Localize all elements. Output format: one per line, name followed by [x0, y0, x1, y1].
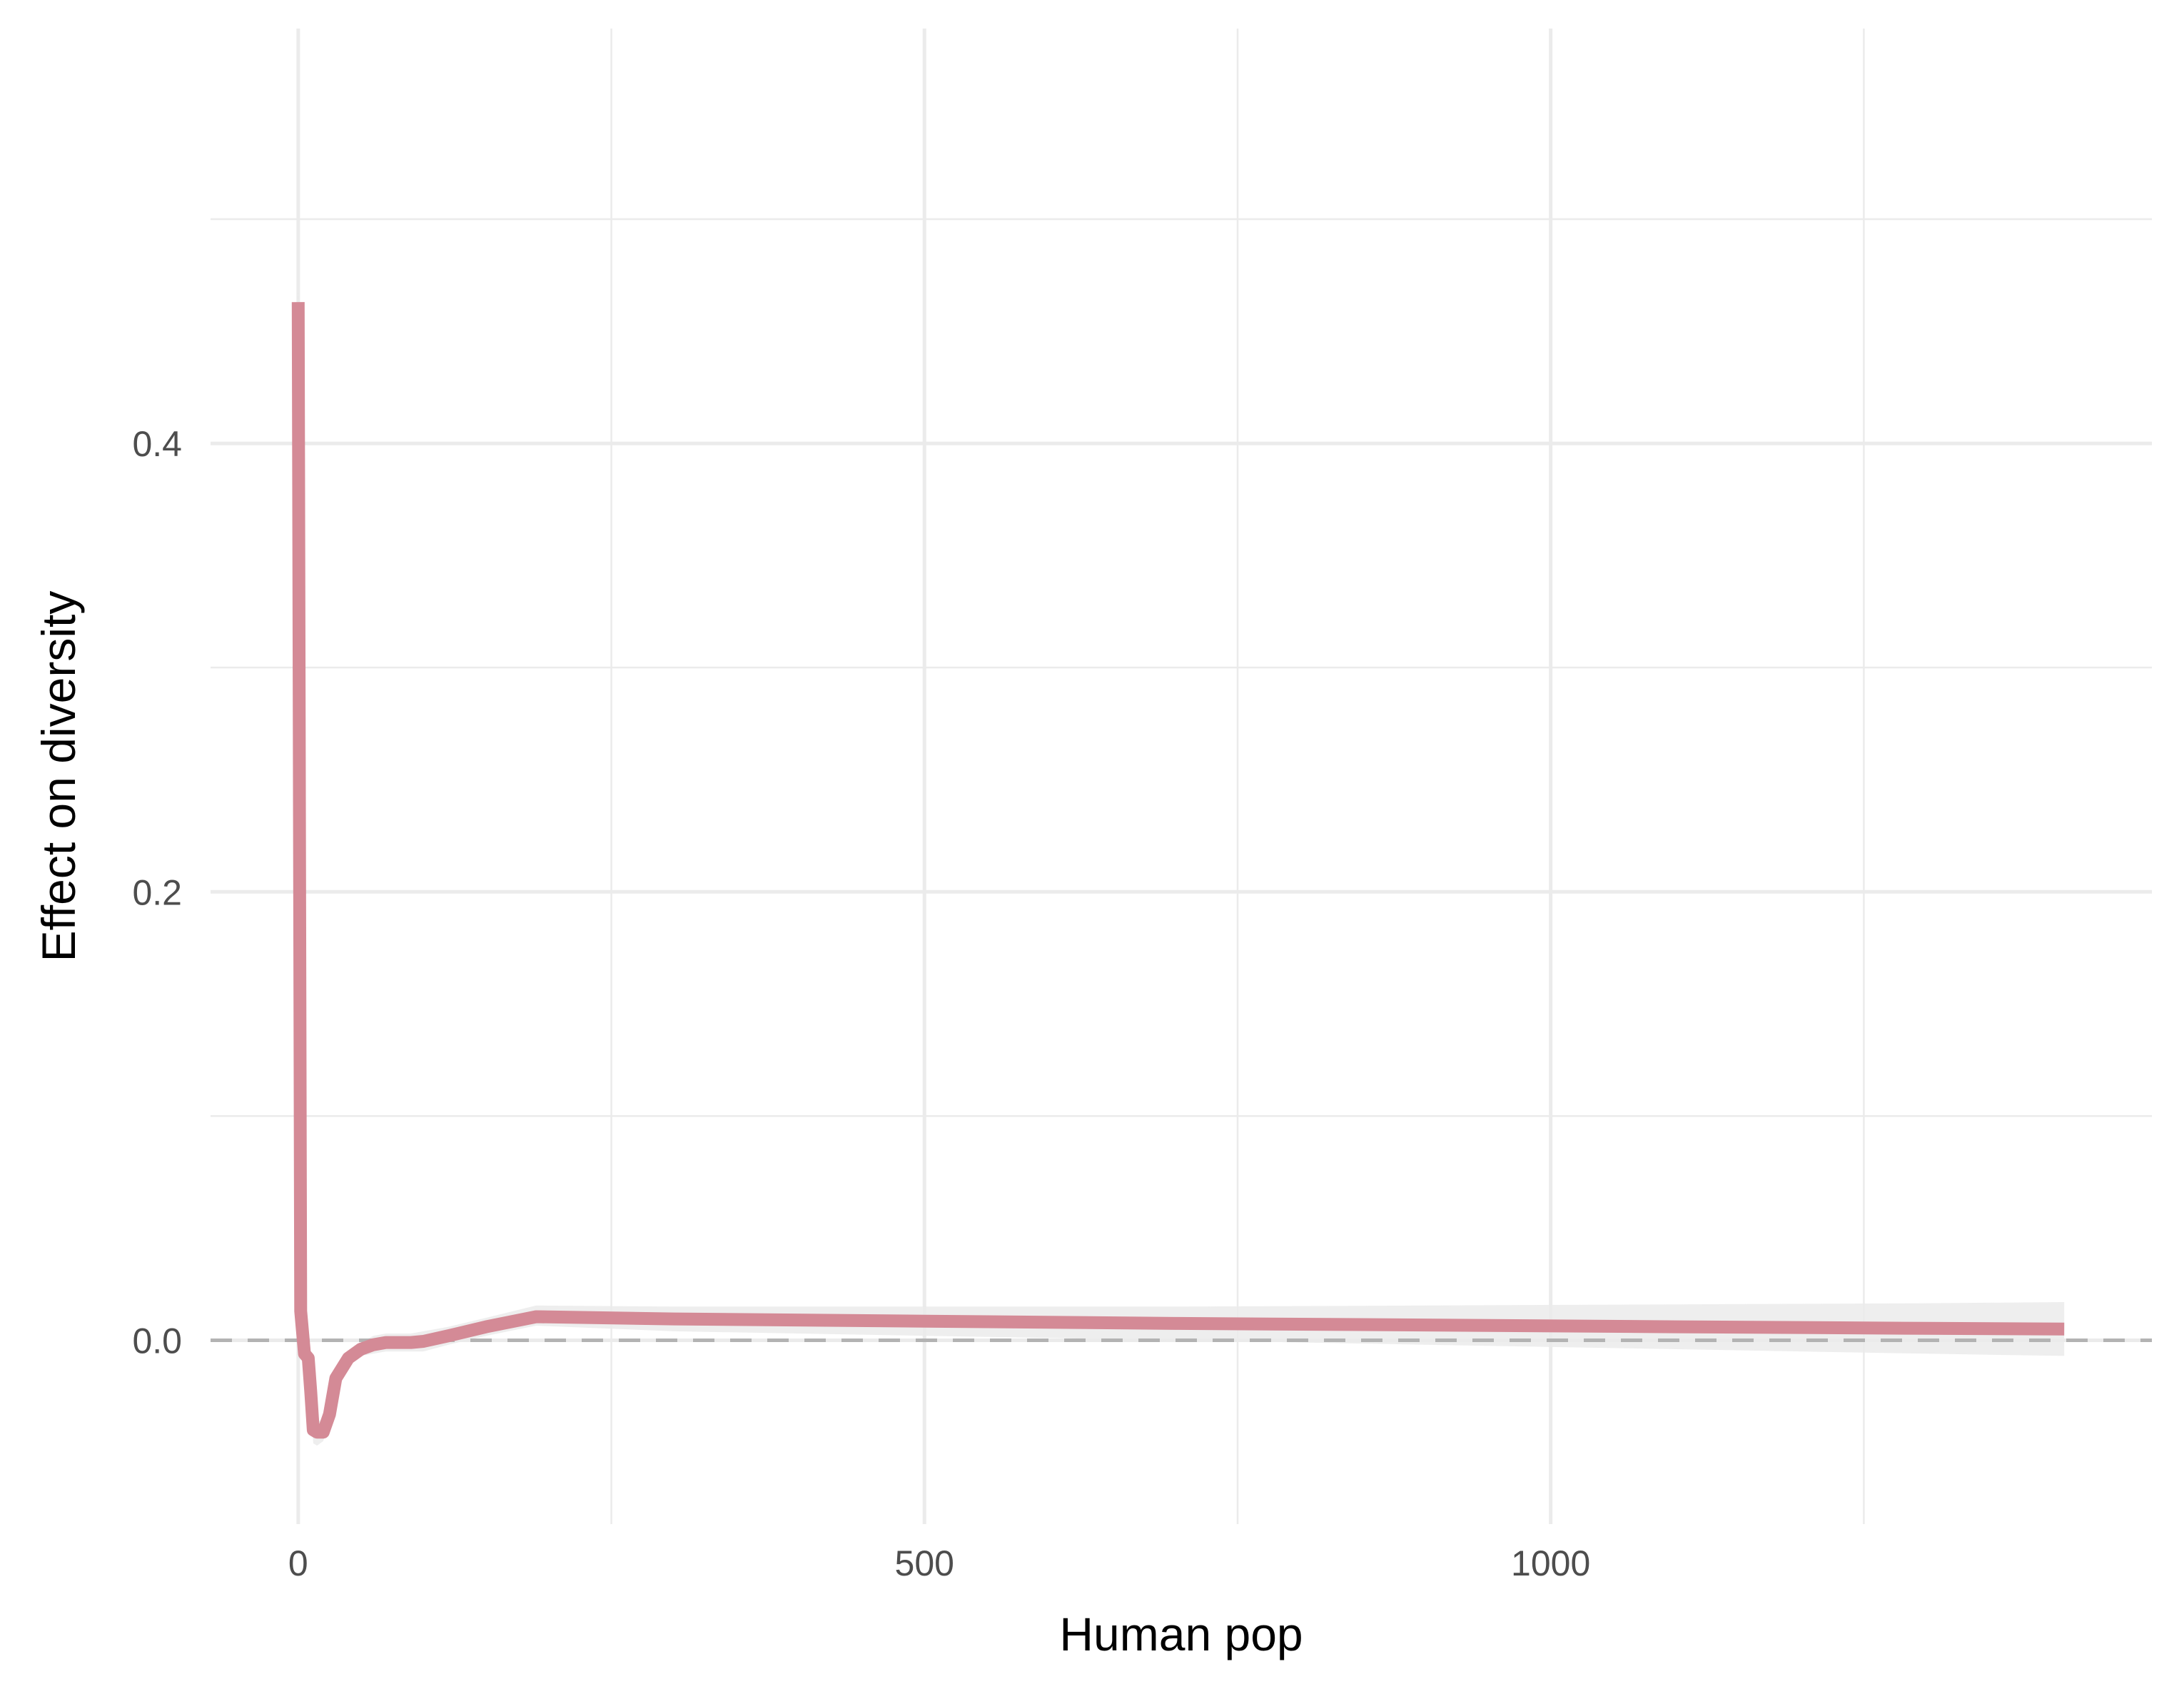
y-tick-label: 0.0	[132, 1321, 182, 1361]
y-axis-tick-labels: 0.0 0.2 0.4	[132, 424, 182, 1361]
effect-line-layer	[291, 302, 2065, 1439]
x-axis-title: Human pop	[1059, 1608, 1303, 1660]
y-tick-label: 0.4	[132, 424, 182, 464]
x-tick-label: 500	[895, 1543, 954, 1583]
x-axis-tick-labels: 0 500 1000	[288, 1543, 1590, 1583]
minor-gridlines	[211, 29, 2152, 1524]
x-tick-label: 0	[288, 1543, 308, 1583]
y-tick-label: 0.2	[132, 872, 182, 912]
effect-line	[291, 302, 2065, 1439]
y-axis-title: Effect on diversity	[32, 591, 85, 962]
x-tick-label: 1000	[1511, 1543, 1590, 1583]
